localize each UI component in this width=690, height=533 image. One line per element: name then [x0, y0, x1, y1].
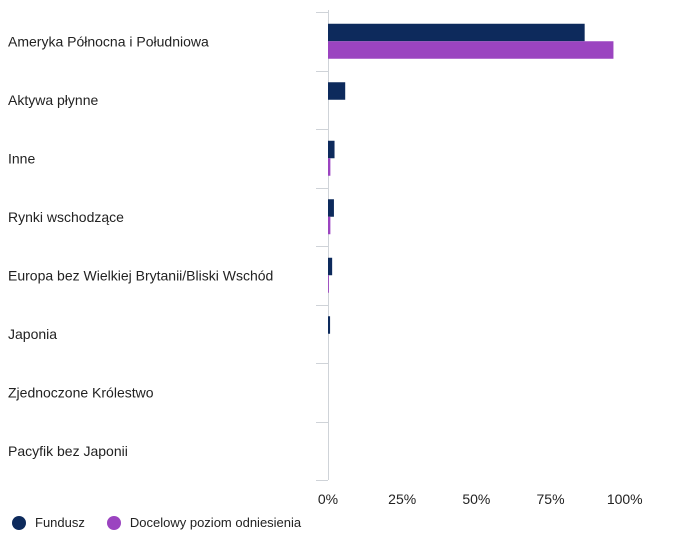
bar-fundusz [328, 82, 346, 100]
category-label: Europa bez Wielkiej Brytanii/Bliski Wsch… [8, 267, 273, 283]
x-tick-label: 100% [607, 491, 643, 507]
bar-fundusz [328, 140, 335, 159]
category-labels: Ameryka Północna i Południowa Aktywa płyn… [8, 33, 273, 459]
category-label: Pacyfik bez Japonii [8, 443, 128, 459]
x-tick-label: 50% [462, 491, 490, 507]
bar-fundusz [328, 257, 333, 276]
bars [328, 23, 614, 334]
legend-item-benchmark[interactable]: Docelowy poziom odniesienia [106, 515, 302, 530]
axis-grid [316, 10, 329, 481]
category-label: Zjednoczone Królestwo [8, 384, 154, 400]
legend-swatch-benchmark [106, 515, 121, 530]
category-label: Japonia [8, 326, 57, 342]
category-label: Ameryka Północna i Południowa [8, 33, 209, 49]
category-label: Inne [8, 150, 35, 166]
bar-benchmark [328, 158, 331, 176]
bar-benchmark [328, 216, 331, 235]
bar-benchmark [328, 41, 614, 59]
x-tick-label: 25% [388, 491, 416, 507]
tick-labels: 0% 25% 50% 75% 100% [318, 491, 643, 507]
bar-fundusz [328, 23, 585, 42]
legend-swatch-fundusz [12, 515, 26, 530]
x-tick-label: 75% [537, 491, 565, 507]
legend-label-benchmark: Docelowy poziom odniesienia [129, 515, 302, 530]
x-tick-label: 0% [318, 491, 338, 507]
bar-fundusz [328, 199, 334, 217]
category-label: Aktywa płynne [8, 92, 98, 108]
bar-benchmark [328, 275, 329, 293]
legend: Fundusz Docelowy poziom odniesienia [12, 515, 323, 530]
legend-label-fundusz: Fundusz [35, 515, 85, 530]
legend-item-fundusz[interactable]: Fundusz [12, 515, 85, 530]
bar-fundusz [328, 316, 331, 334]
category-label: Rynki wschodzące [8, 209, 124, 225]
